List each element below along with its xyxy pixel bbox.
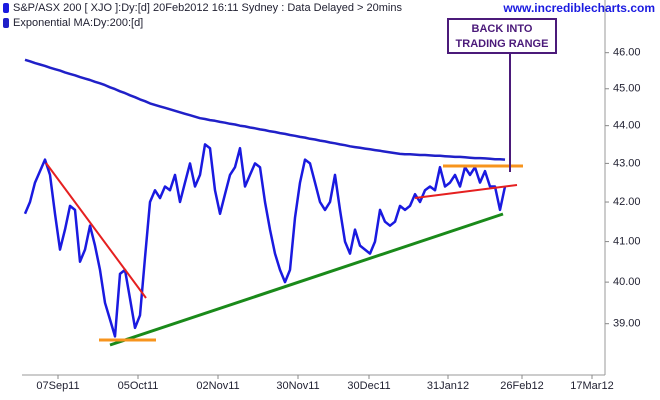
series-line xyxy=(23,143,507,338)
legend-label: Exponential MA:Dy:200:[d] xyxy=(13,17,143,29)
annotation-text: TRADING RANGE xyxy=(456,38,549,50)
y-tick-label: 40.00 xyxy=(613,276,641,288)
annotation-box xyxy=(447,18,557,54)
y-tick-label: 42.00 xyxy=(613,196,641,208)
trend-line xyxy=(414,184,518,199)
trend-lines xyxy=(45,52,523,347)
x-tick-label: 31Jan12 xyxy=(427,380,469,392)
x-tick-label: 17Mar12 xyxy=(570,380,613,392)
x-tick-label: 30Dec11 xyxy=(347,380,390,392)
trend-line xyxy=(109,212,504,347)
legend-label: S&P/ASX 200 [ XJO ]:Dy:[d] 20Feb2012 16:… xyxy=(13,2,402,14)
legend-swatch xyxy=(3,18,9,28)
x-tick-label: 26Feb12 xyxy=(500,380,543,392)
x-tick-label: 07Sep11 xyxy=(36,380,79,392)
watermark: www.incrediblecharts.com xyxy=(502,1,655,15)
y-tick-label: 44.00 xyxy=(613,120,641,132)
trend-line xyxy=(45,162,147,299)
y-tick-label: 41.00 xyxy=(613,235,641,247)
annotation-text: BACK INTO xyxy=(472,23,533,35)
y-tick-label: 46.00 xyxy=(613,47,641,59)
series-line xyxy=(24,58,506,161)
y-tick-label: 39.00 xyxy=(613,318,641,330)
x-tick-label: 30Nov11 xyxy=(276,380,319,392)
x-tick-label: 05Oct11 xyxy=(118,380,159,392)
y-tick-label: 43.00 xyxy=(613,157,641,169)
legend-swatch xyxy=(3,3,9,13)
plot xyxy=(23,58,507,338)
y-tick-label: 45.00 xyxy=(613,83,641,95)
x-tick-label: 02Nov11 xyxy=(196,380,239,392)
